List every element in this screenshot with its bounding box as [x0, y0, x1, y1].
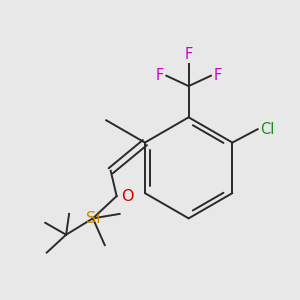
Text: F: F	[213, 68, 222, 83]
Text: O: O	[121, 189, 134, 204]
Text: Cl: Cl	[260, 122, 275, 137]
Text: F: F	[184, 47, 193, 62]
Text: F: F	[156, 68, 164, 83]
Text: Si: Si	[85, 211, 100, 226]
